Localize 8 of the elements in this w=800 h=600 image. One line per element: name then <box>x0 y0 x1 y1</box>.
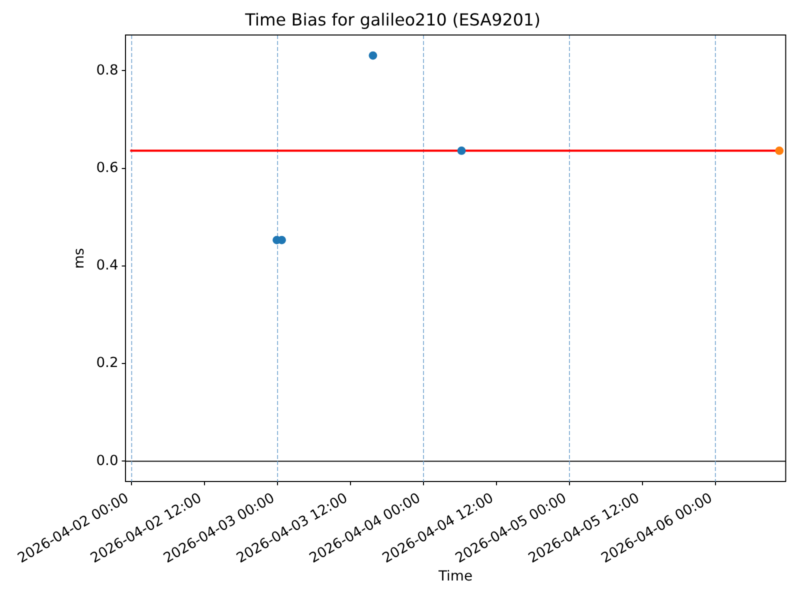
y-tick-label: 0.0 <box>96 452 118 469</box>
y-tick-label: 0.6 <box>96 160 118 176</box>
y-tick-label: 0.8 <box>96 62 118 78</box>
y-tick-label: 0.2 <box>96 355 118 372</box>
chart-title: Time Bias for galileo210 (ESA9201) <box>244 9 541 30</box>
y-tick-label: 0.4 <box>96 258 118 274</box>
x-axis-title: Time <box>438 568 472 585</box>
y-axis-title: ms <box>72 248 88 269</box>
